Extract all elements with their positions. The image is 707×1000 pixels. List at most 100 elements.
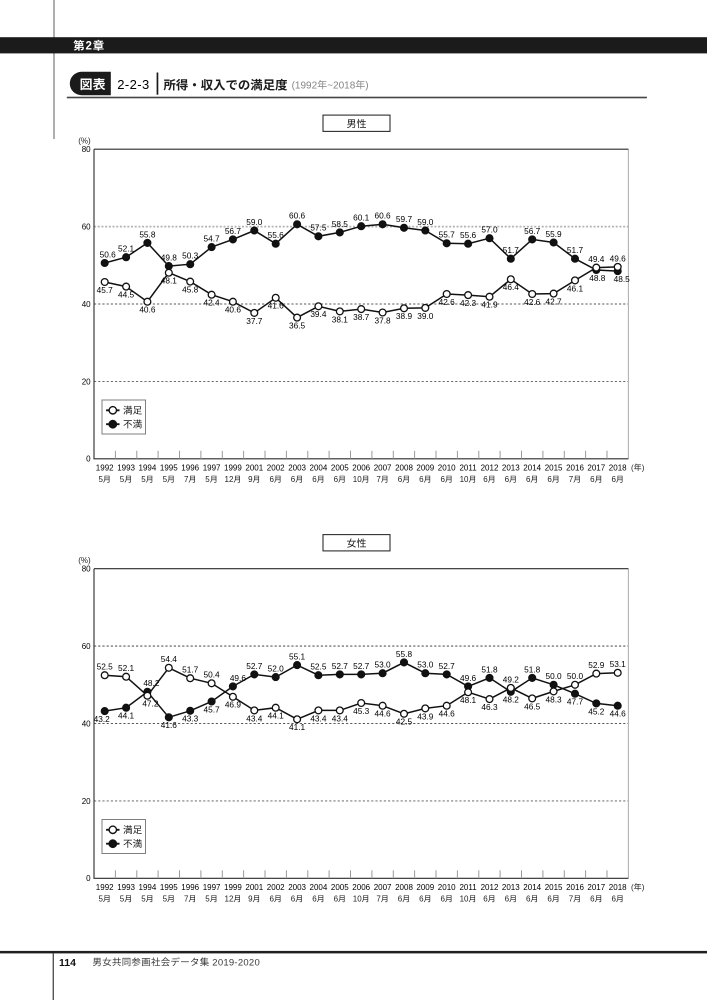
- svg-text:57.0: 57.0: [481, 225, 498, 235]
- svg-text:1994: 1994: [139, 463, 157, 472]
- svg-text:38.1: 38.1: [332, 314, 349, 324]
- svg-text:): ): [365, 81, 368, 92]
- svg-text:6: 6: [590, 895, 595, 904]
- svg-text:44.1: 44.1: [268, 711, 285, 721]
- svg-text:6: 6: [483, 895, 488, 904]
- svg-text:2019-2020: 2019-2020: [212, 957, 260, 968]
- svg-text:49.6: 49.6: [230, 673, 247, 683]
- svg-text:44.5: 44.5: [118, 290, 135, 300]
- svg-text:60.6: 60.6: [289, 211, 306, 221]
- svg-text:1999: 1999: [224, 463, 242, 472]
- svg-text:7: 7: [184, 895, 189, 904]
- svg-text:10: 10: [353, 475, 362, 484]
- svg-text:51.7: 51.7: [567, 245, 584, 255]
- svg-text:20: 20: [82, 377, 91, 386]
- svg-text:0: 0: [86, 874, 91, 883]
- svg-text:48.1: 48.1: [161, 276, 178, 286]
- svg-text:2: 2: [86, 41, 93, 53]
- svg-text:7: 7: [569, 895, 574, 904]
- svg-text:37.7: 37.7: [246, 316, 263, 326]
- svg-text:43.3: 43.3: [182, 714, 199, 724]
- svg-text:1992: 1992: [96, 883, 114, 892]
- svg-text:55.6: 55.6: [460, 230, 477, 240]
- svg-text:2014: 2014: [523, 463, 541, 472]
- svg-text:2009: 2009: [416, 463, 434, 472]
- svg-text:59.0: 59.0: [246, 217, 263, 227]
- svg-text:5: 5: [141, 475, 146, 484]
- svg-text:1996: 1996: [181, 463, 199, 472]
- svg-text:38.9: 38.9: [396, 311, 413, 321]
- svg-text:6: 6: [291, 895, 296, 904]
- svg-text:2006: 2006: [352, 463, 370, 472]
- svg-text:41.6: 41.6: [161, 720, 178, 730]
- svg-text:44.1: 44.1: [118, 711, 135, 721]
- svg-text:2017: 2017: [587, 463, 605, 472]
- svg-text:55.1: 55.1: [289, 652, 306, 662]
- svg-text:41.9: 41.9: [481, 300, 498, 310]
- svg-text:55.6: 55.6: [268, 230, 285, 240]
- svg-text:2002: 2002: [267, 463, 285, 472]
- svg-text:56.7: 56.7: [225, 226, 242, 236]
- svg-text:2015: 2015: [545, 463, 563, 472]
- svg-text:54.4: 54.4: [161, 654, 178, 664]
- svg-text:44.6: 44.6: [610, 709, 627, 719]
- svg-text:6: 6: [312, 475, 317, 484]
- svg-text:46.5: 46.5: [524, 701, 541, 711]
- svg-text:12: 12: [225, 895, 234, 904]
- svg-text:(%): (%): [78, 556, 91, 565]
- svg-text:52.1: 52.1: [118, 663, 135, 673]
- svg-text:40: 40: [82, 719, 91, 728]
- svg-text:2009: 2009: [416, 883, 434, 892]
- svg-text:6: 6: [398, 475, 403, 484]
- svg-text:40.6: 40.6: [225, 305, 242, 315]
- svg-text:(%): (%): [78, 136, 91, 145]
- svg-text:80: 80: [82, 145, 91, 154]
- svg-text:42.5: 42.5: [396, 717, 413, 727]
- svg-text:0: 0: [86, 455, 91, 464]
- svg-text:2013: 2013: [502, 463, 520, 472]
- svg-text:2018: 2018: [609, 463, 627, 472]
- svg-text:2010: 2010: [438, 463, 456, 472]
- svg-text:6: 6: [526, 895, 531, 904]
- svg-text:41.6: 41.6: [268, 301, 285, 311]
- svg-text:60.6: 60.6: [375, 211, 392, 221]
- svg-text:2011: 2011: [459, 883, 477, 892]
- svg-text:49.6: 49.6: [610, 253, 627, 263]
- svg-text:2012: 2012: [481, 463, 499, 472]
- svg-text:2007: 2007: [374, 883, 392, 892]
- svg-text:52.7: 52.7: [439, 661, 456, 671]
- svg-text:6: 6: [291, 475, 296, 484]
- svg-text:2018: 2018: [609, 883, 627, 892]
- svg-text:48.3: 48.3: [546, 694, 563, 704]
- svg-text:5: 5: [99, 895, 104, 904]
- svg-text:36.5: 36.5: [289, 321, 306, 331]
- svg-text:2005: 2005: [331, 463, 349, 472]
- svg-text:5: 5: [163, 475, 168, 484]
- svg-text:44.6: 44.6: [375, 709, 392, 719]
- svg-text:52.5: 52.5: [310, 662, 327, 672]
- svg-text:20: 20: [82, 797, 91, 806]
- svg-text:56.7: 56.7: [524, 226, 541, 236]
- svg-text:48.5: 48.5: [614, 274, 631, 284]
- svg-text:2010: 2010: [438, 883, 456, 892]
- svg-text:49.6: 49.6: [460, 673, 477, 683]
- svg-text:50.4: 50.4: [204, 670, 221, 680]
- svg-text:51.7: 51.7: [182, 665, 199, 675]
- svg-text:42.6: 42.6: [524, 297, 541, 307]
- svg-text:6: 6: [526, 475, 531, 484]
- svg-text:6: 6: [590, 475, 595, 484]
- svg-text:53.0: 53.0: [375, 660, 392, 670]
- svg-text:39.4: 39.4: [310, 309, 327, 319]
- svg-text:6: 6: [505, 895, 510, 904]
- svg-text:2001: 2001: [245, 883, 263, 892]
- svg-text:52.9: 52.9: [588, 660, 605, 670]
- svg-text:58.5: 58.5: [332, 219, 349, 229]
- svg-text:5: 5: [99, 475, 104, 484]
- svg-text:2-2-3: 2-2-3: [117, 77, 149, 92]
- svg-text:6: 6: [547, 475, 552, 484]
- svg-text:6: 6: [441, 475, 446, 484]
- svg-text:2015: 2015: [545, 883, 563, 892]
- svg-text:5: 5: [141, 895, 146, 904]
- svg-text:2005: 2005: [331, 883, 349, 892]
- svg-text:45.3: 45.3: [353, 706, 370, 716]
